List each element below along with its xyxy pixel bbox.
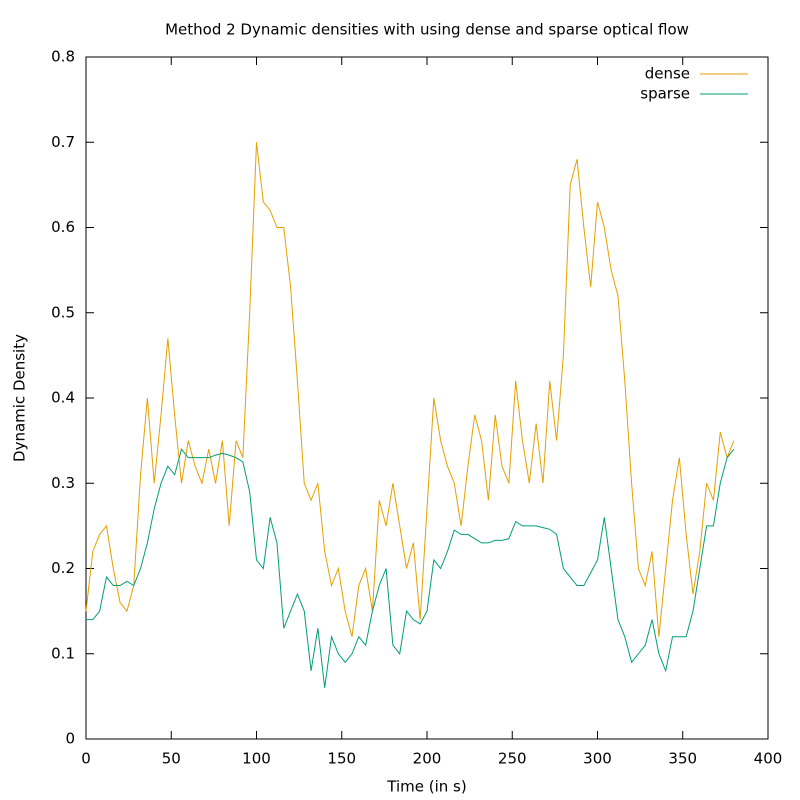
legend-label: sparse	[640, 85, 690, 103]
y-tick-label: 0.7	[51, 133, 75, 151]
x-tick-label: 350	[668, 750, 697, 768]
y-tick-label: 0.8	[51, 48, 75, 66]
y-tick-label: 0.2	[51, 559, 75, 577]
y-tick-label: 0.6	[51, 218, 75, 236]
x-tick-label: 0	[81, 750, 91, 768]
y-tick-label: 0.4	[51, 389, 75, 407]
x-tick-label: 200	[413, 750, 442, 768]
x-tick-label: 50	[162, 750, 181, 768]
x-tick-label: 100	[242, 750, 271, 768]
x-tick-label: 250	[498, 750, 527, 768]
x-tick-label: 150	[327, 750, 356, 768]
y-tick-label: 0.1	[51, 644, 75, 662]
y-tick-label: 0	[65, 730, 75, 748]
y-tick-label: 0.5	[51, 303, 75, 321]
y-tick-label: 0.3	[51, 474, 75, 492]
x-axis-label: Time (in s)	[386, 778, 466, 796]
plot-border	[85, 56, 769, 740]
y-axis-label: Dynamic Density	[11, 334, 29, 462]
legend-label: dense	[645, 65, 690, 83]
x-tick-label: 300	[583, 750, 612, 768]
data-line	[85, 142, 735, 637]
data-line	[86, 448, 735, 688]
x-tick-label: 400	[754, 750, 783, 768]
chart-title: Method 2 Dynamic densities with using de…	[165, 21, 689, 39]
